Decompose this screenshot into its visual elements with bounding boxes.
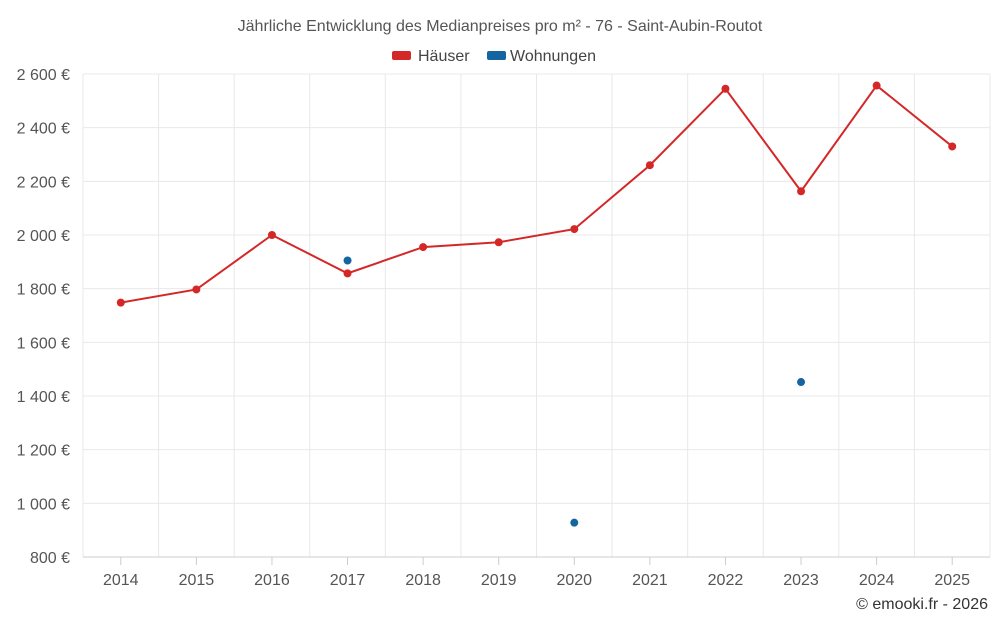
data-point[interactable] bbox=[419, 243, 428, 252]
y-axis: 800 € 1 000 € 1 200 € 1 400 € 1 600 € 1 800 €… bbox=[17, 67, 70, 567]
data-point[interactable] bbox=[570, 225, 579, 234]
y-tick-label: 1 600 € bbox=[17, 335, 70, 352]
legend: Häuser Wohnungen bbox=[392, 48, 596, 65]
y-tick-label: 1 400 € bbox=[17, 389, 70, 406]
legend-swatch bbox=[487, 51, 506, 60]
x-tick-label: 2017 bbox=[330, 572, 366, 589]
y-tick-label: 1 000 € bbox=[17, 496, 70, 513]
series-haeuser bbox=[116, 81, 957, 307]
x-tick-label: 2020 bbox=[556, 572, 592, 589]
data-point[interactable] bbox=[343, 256, 352, 265]
data-point[interactable] bbox=[192, 285, 201, 294]
y-tick-label: 2 600 € bbox=[17, 67, 70, 84]
data-point[interactable] bbox=[721, 84, 730, 93]
chart-title: Jährliche Entwicklung des Medianpreises … bbox=[238, 18, 763, 35]
y-tick-label: 800 € bbox=[30, 550, 70, 567]
series-line bbox=[120, 84, 953, 304]
grid bbox=[82, 73, 991, 558]
data-point[interactable] bbox=[645, 161, 654, 170]
data-point[interactable] bbox=[797, 378, 806, 387]
x-axis: 2014 2015 2016 2017 2018 2019 2020 2021 2022 2023… bbox=[83, 556, 990, 589]
y-tick-label: 2 400 € bbox=[17, 121, 70, 138]
x-tick-label: 2015 bbox=[179, 572, 215, 589]
x-tick-label: 2025 bbox=[934, 572, 970, 589]
y-tick-label: 2 000 € bbox=[17, 228, 70, 245]
x-tick-label: 2022 bbox=[708, 572, 744, 589]
credit-text: © emooki.fr - 2026 bbox=[856, 596, 988, 613]
legend-label: Häuser bbox=[418, 48, 470, 65]
data-point[interactable] bbox=[948, 142, 957, 151]
data-point[interactable] bbox=[116, 298, 125, 307]
x-tick-label: 2023 bbox=[783, 572, 819, 589]
x-tick-label: 2019 bbox=[481, 572, 517, 589]
data-point[interactable] bbox=[267, 231, 276, 239]
y-tick-label: 2 200 € bbox=[17, 174, 70, 191]
x-tick-label: 2024 bbox=[859, 572, 895, 589]
legend-swatch bbox=[392, 51, 411, 60]
y-tick-label: 1 800 € bbox=[17, 282, 70, 299]
data-point[interactable] bbox=[494, 238, 503, 247]
y-tick-label: 1 200 € bbox=[17, 443, 70, 460]
legend-item-haeuser[interactable]: Häuser bbox=[392, 48, 470, 65]
data-point[interactable] bbox=[797, 187, 806, 196]
x-tick-label: 2014 bbox=[103, 572, 139, 589]
series-layer bbox=[116, 81, 957, 527]
legend-item-wohnungen[interactable]: Wohnungen bbox=[487, 48, 596, 65]
x-tick-label: 2016 bbox=[254, 572, 290, 589]
series-wohnungen bbox=[343, 256, 806, 527]
data-point[interactable] bbox=[343, 269, 352, 278]
x-tick-label: 2018 bbox=[405, 572, 441, 589]
legend-label: Wohnungen bbox=[510, 48, 596, 65]
data-point[interactable] bbox=[570, 518, 579, 527]
data-point[interactable] bbox=[872, 81, 881, 90]
x-tick-label: 2021 bbox=[632, 572, 668, 589]
